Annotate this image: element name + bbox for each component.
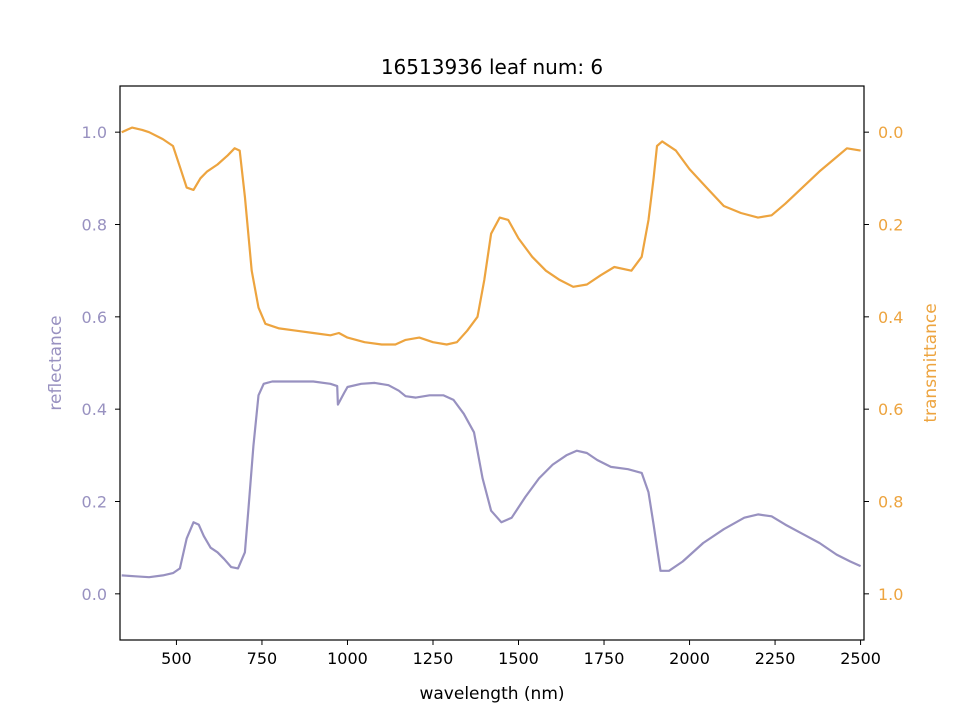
left-y-axis-label: reflectance	[46, 315, 66, 410]
left-y-tick-label: 0.4	[82, 400, 107, 419]
chart-title: 16513936 leaf num: 6	[381, 55, 603, 79]
plot-lines	[121, 126, 862, 579]
plot-frame	[119, 85, 865, 641]
right-y-tick-label: 0.8	[878, 493, 903, 512]
transmittance-series-line	[121, 126, 861, 346]
x-tick-label: 1750	[584, 649, 625, 668]
right-y-tick-label: 0.0	[878, 123, 903, 142]
right-y-axis-label: transmittance	[921, 303, 941, 422]
x-tick-label: 1500	[498, 649, 539, 668]
left-y-axis: 0.0 0.2 0.4 0.6 0.8 1.0	[82, 123, 120, 604]
x-tick-label: 2250	[755, 649, 796, 668]
x-axis: 500 750 1000 1250 1500 1750 2000 2250 2500	[161, 640, 881, 668]
right-y-tick-label: 0.6	[878, 400, 903, 419]
x-tick-label: 750	[247, 649, 278, 668]
right-y-tick-label: 0.4	[878, 308, 903, 327]
x-tick-label: 2500	[840, 649, 881, 668]
left-y-tick-label: 0.2	[82, 493, 107, 512]
reflectance-series-line	[121, 380, 862, 579]
left-y-tick-label: 0.0	[82, 585, 107, 604]
left-y-tick-label: 1.0	[82, 123, 107, 142]
right-y-tick-label: 1.0	[878, 585, 903, 604]
x-axis-label: wavelength (nm)	[419, 684, 564, 704]
x-tick-label: 1250	[413, 649, 454, 668]
right-y-tick-label: 0.2	[878, 216, 903, 235]
x-tick-label: 500	[161, 649, 192, 668]
left-y-tick-label: 0.8	[82, 216, 107, 235]
x-tick-label: 1000	[327, 649, 368, 668]
left-y-tick-label: 0.6	[82, 308, 107, 327]
right-y-axis: 0.0 0.2 0.4 0.6 0.8 1.0	[864, 123, 903, 604]
x-tick-label: 2000	[669, 649, 710, 668]
